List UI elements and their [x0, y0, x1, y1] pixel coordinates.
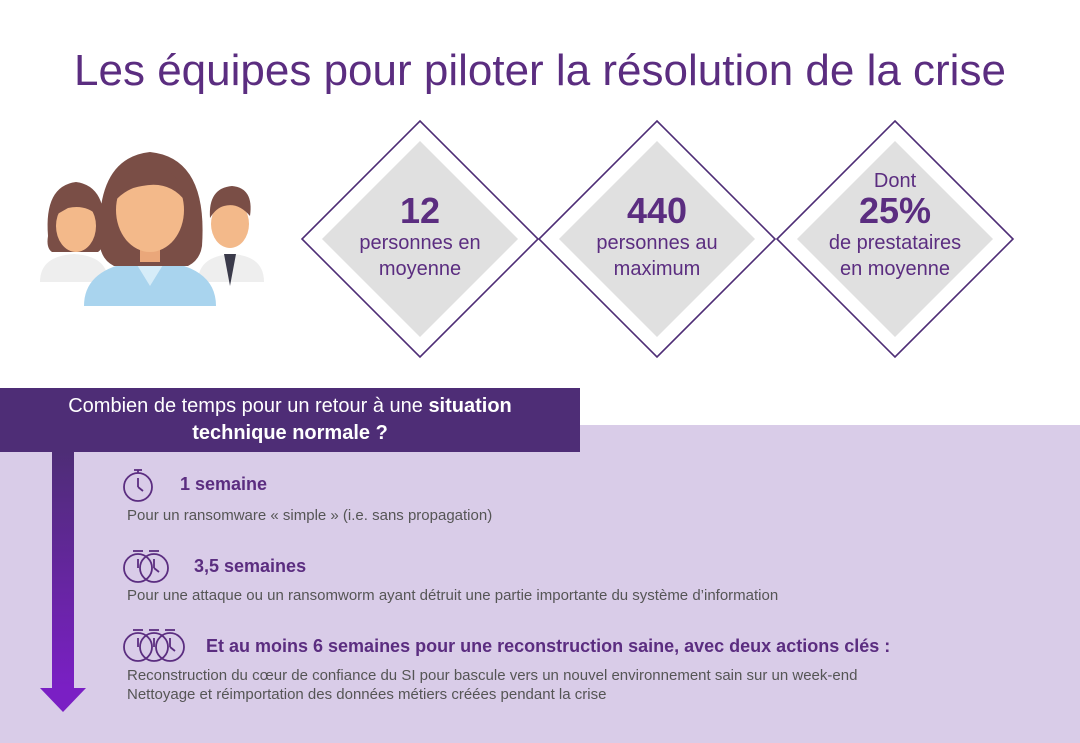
timeline-item-desc-line2: Nettoyage et réimportation des données m… — [127, 686, 607, 703]
two-stopwatches-icon — [123, 550, 169, 583]
diamond-shape-2 — [537, 119, 777, 359]
stat-label-line1: de prestataires — [828, 232, 962, 254]
stat-number: 25% — [858, 190, 932, 231]
diamond-shape-3 — [775, 119, 1015, 359]
question-banner: Combien de temps pour un retour à une si… — [0, 388, 580, 452]
timeline-arrow-icon — [40, 452, 86, 712]
stat-prefix: Dont — [873, 170, 917, 192]
stat-label-line2: en moyenne — [839, 258, 951, 280]
stat-average-people: 12 personnes en moyenne — [330, 192, 510, 282]
stats-diamonds — [300, 119, 1015, 359]
banner-bold-2: technique normale ? — [192, 422, 388, 444]
stat-label-line1: personnes au — [596, 232, 718, 254]
banner-text: Combien de temps pour un retour à une — [68, 395, 429, 417]
timeline-item-title: 1 semaine — [180, 474, 268, 494]
timeline-item-desc-line1: Reconstruction du cœur de confiance du S… — [127, 667, 858, 684]
timeline-item-title: Et au moins 6 semaines pour une reconstr… — [206, 636, 891, 656]
timeline-item-title: 3,5 semaines — [194, 556, 307, 576]
stat-label-line2: maximum — [613, 258, 701, 280]
timeline-background — [0, 425, 1080, 743]
stopwatch-icon — [123, 469, 153, 502]
stat-contractors: Dont 25% de prestataires en moyenne — [805, 170, 985, 282]
timeline-item-desc: Pour une attaque ou un ransomworm ayant … — [127, 587, 779, 604]
stat-number: 440 — [626, 190, 688, 231]
stat-label-line2: moyenne — [378, 258, 462, 280]
team-people-icon — [40, 152, 264, 306]
stat-label-line1: personnes en — [359, 232, 481, 254]
three-stopwatches-icon — [123, 629, 185, 662]
timeline-item-desc: Pour un ransomware « simple » (i.e. sans… — [127, 507, 493, 524]
stat-number: 12 — [399, 190, 441, 231]
page-title: Les équipes pour piloter la résolution d… — [74, 46, 1006, 95]
stat-max-people: 440 personnes au maximum — [567, 192, 747, 282]
diamond-shape-1 — [300, 119, 540, 359]
banner-bold-1: situation — [428, 395, 512, 417]
